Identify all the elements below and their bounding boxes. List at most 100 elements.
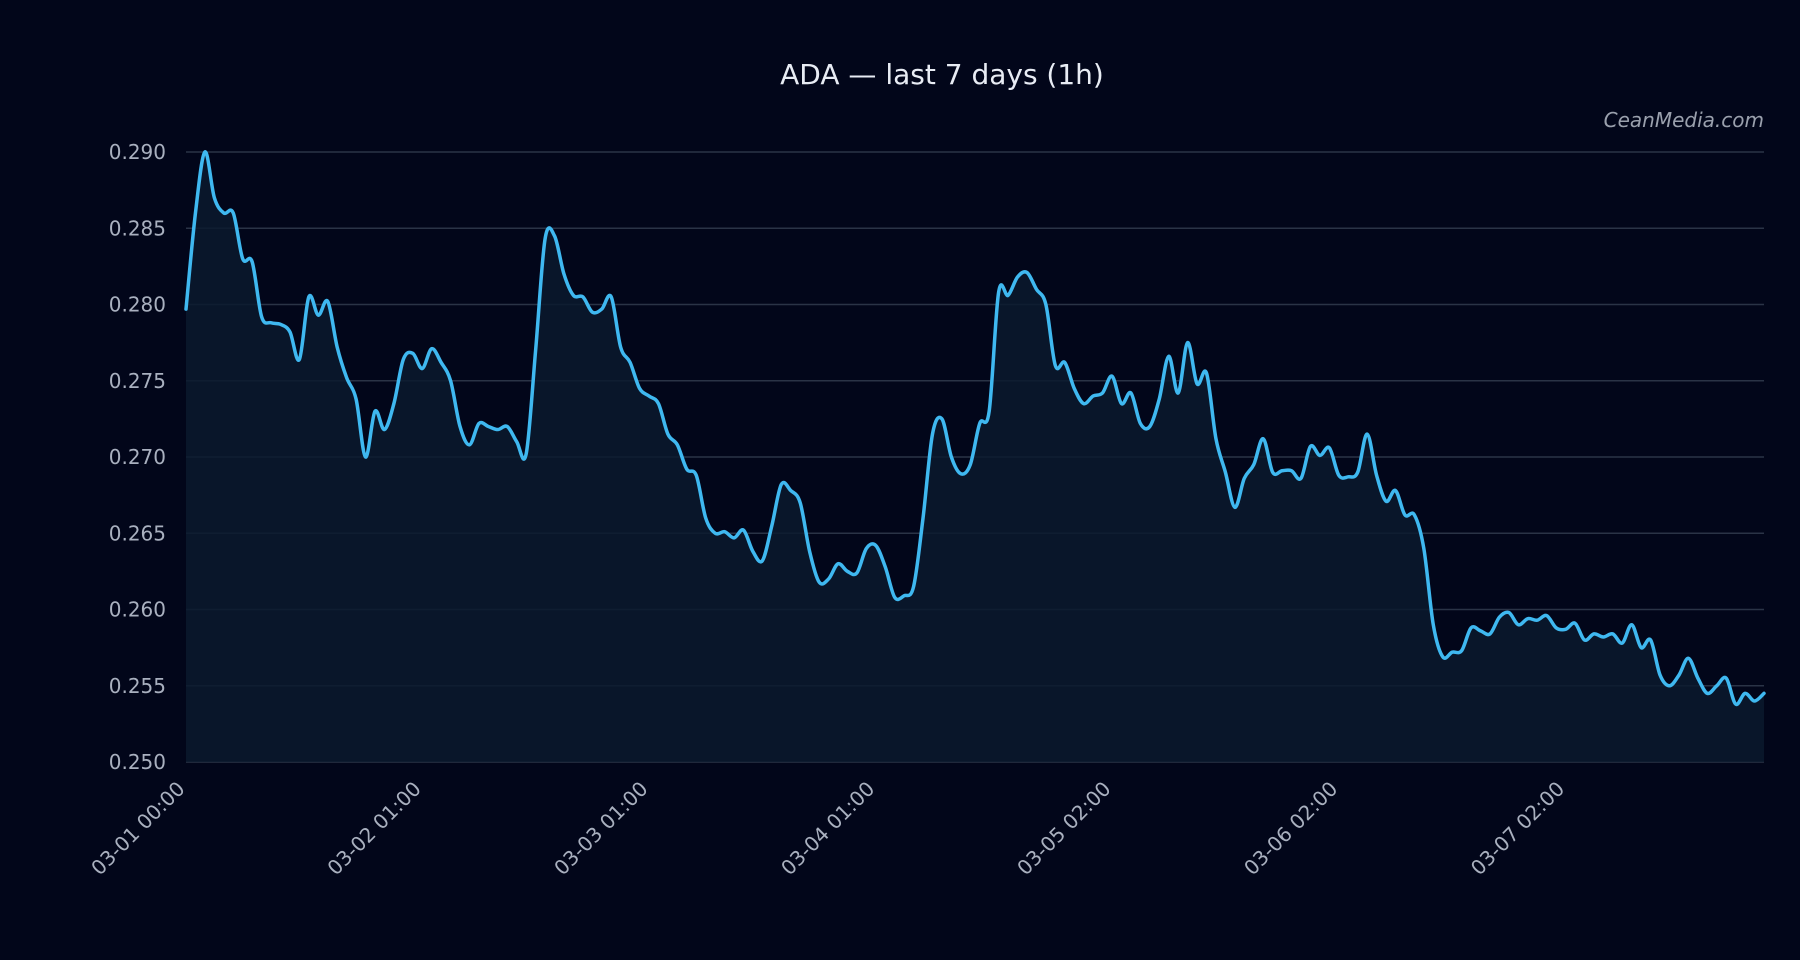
data-point <box>1006 293 1010 297</box>
data-point <box>1167 354 1171 358</box>
data-point <box>354 397 358 401</box>
data-point <box>1148 425 1152 429</box>
data-point <box>1195 382 1199 386</box>
data-point <box>543 237 547 241</box>
data-point <box>1507 611 1511 615</box>
data-point <box>1658 673 1662 677</box>
data-point <box>798 501 802 505</box>
data-point <box>921 516 925 520</box>
data-point <box>1639 646 1643 650</box>
data-point <box>1110 374 1114 378</box>
data-point <box>1186 341 1190 345</box>
y-tick-label: 0.265 <box>109 521 166 545</box>
data-point <box>1479 629 1483 633</box>
y-tick-label: 0.275 <box>109 369 166 393</box>
data-point <box>335 345 339 349</box>
data-point <box>269 321 273 325</box>
x-tick-label: 03-07 02:00 <box>1466 777 1569 880</box>
data-point <box>1497 615 1501 619</box>
data-point <box>458 425 462 429</box>
data-point <box>836 562 840 566</box>
data-point <box>694 473 698 477</box>
data-point <box>808 550 812 554</box>
data-point <box>1034 287 1038 291</box>
data-point <box>449 379 453 383</box>
data-point <box>1205 371 1209 375</box>
data-point <box>723 530 727 534</box>
y-tick-label: 0.255 <box>109 674 166 698</box>
data-point <box>382 428 386 432</box>
data-point <box>1280 469 1284 473</box>
y-tick-label: 0.250 <box>109 750 166 774</box>
data-point <box>987 409 991 413</box>
data-point <box>411 351 415 355</box>
data-point <box>1724 676 1728 680</box>
data-point <box>241 257 245 261</box>
data-point <box>1516 623 1520 627</box>
data-point <box>1346 475 1350 479</box>
data-point <box>562 272 566 276</box>
data-point <box>883 565 887 569</box>
data-point <box>1242 476 1246 480</box>
data-point <box>1526 617 1530 621</box>
data-point <box>1365 432 1369 436</box>
data-point <box>1469 626 1473 630</box>
data-point <box>1233 505 1237 509</box>
y-tick-label: 0.280 <box>109 293 166 317</box>
data-point <box>1649 638 1653 642</box>
data-point <box>1611 632 1615 636</box>
data-point <box>940 417 944 421</box>
data-point <box>930 432 934 436</box>
data-point <box>675 443 679 447</box>
data-point <box>1157 397 1161 401</box>
data-point <box>1223 470 1227 474</box>
data-point <box>1176 391 1180 395</box>
data-point <box>1488 632 1492 636</box>
x-tick-label: 03-01 00:00 <box>86 777 189 880</box>
y-tick-label: 0.270 <box>109 445 166 469</box>
data-point <box>486 425 490 429</box>
data-point <box>278 322 282 326</box>
data-point <box>855 571 859 575</box>
data-point <box>666 432 670 436</box>
data-point <box>1053 364 1057 368</box>
data-point <box>1715 684 1719 688</box>
area-fill-path <box>186 151 1764 763</box>
data-point <box>1460 649 1464 653</box>
data-point <box>1668 684 1672 688</box>
data-point <box>817 580 821 584</box>
data-point <box>1422 547 1426 551</box>
data-point <box>1582 638 1586 642</box>
data-point <box>1119 402 1123 406</box>
data-point <box>1375 473 1379 477</box>
data-point <box>1734 702 1738 706</box>
data-point <box>713 531 717 535</box>
data-point <box>467 443 471 447</box>
x-tick-label: 03-05 02:00 <box>1012 777 1115 880</box>
data-point <box>1025 270 1029 274</box>
data-point <box>1271 470 1275 474</box>
data-point <box>392 402 396 406</box>
data-point <box>1620 641 1624 645</box>
data-point <box>997 290 1001 294</box>
data-point <box>779 482 783 486</box>
data-point <box>515 440 519 444</box>
data-point <box>874 543 878 547</box>
x-axis: 03-01 00:00 03-02 01:00 03-03 01:00 03-04 0… <box>86 777 1569 880</box>
data-point <box>827 577 831 581</box>
data-point <box>184 307 188 311</box>
data-point <box>1138 421 1142 425</box>
data-point <box>307 295 311 299</box>
data-point <box>1441 655 1445 659</box>
data-point <box>732 536 736 540</box>
data-point <box>1393 489 1397 493</box>
data-point <box>222 211 226 215</box>
data-point <box>553 234 557 238</box>
data-point <box>1044 303 1048 307</box>
data-point <box>1554 626 1558 630</box>
data-point <box>1308 444 1312 448</box>
data-point <box>1327 446 1331 450</box>
data-point <box>912 585 916 589</box>
data-point <box>742 528 746 532</box>
